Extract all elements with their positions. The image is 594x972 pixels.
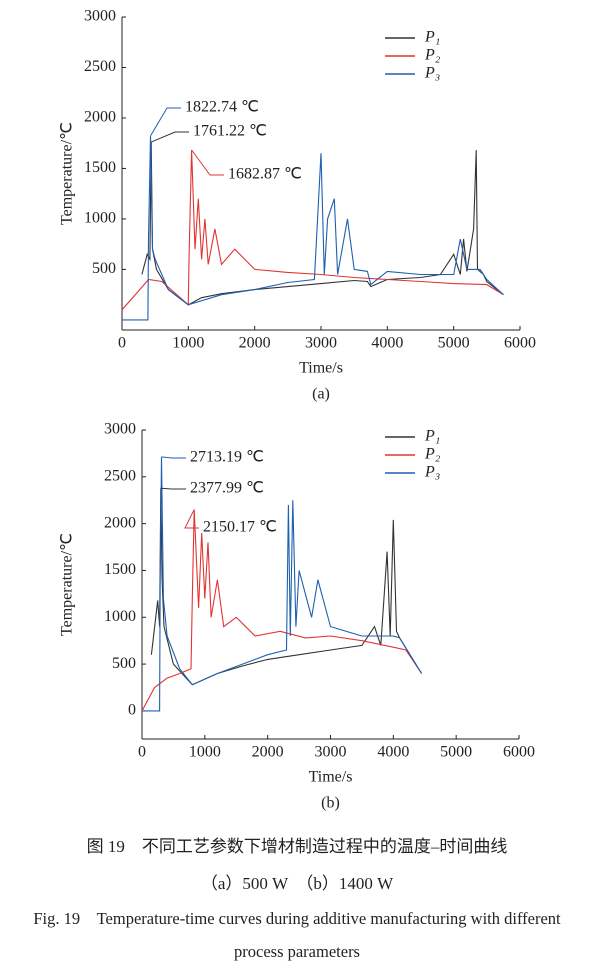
panel-label: (a) <box>312 386 330 403</box>
y-axis-label: Temperature/℃ <box>59 122 76 225</box>
x-tick-label: 3000 <box>305 335 337 352</box>
annotation-leader <box>161 456 186 459</box>
y-tick-label: 1000 <box>104 608 136 625</box>
series-line <box>142 456 423 712</box>
annotation-leader <box>160 487 186 490</box>
y-tick-label: 500 <box>112 655 136 672</box>
y-tick-label: 1000 <box>84 210 116 227</box>
annotation: 2713.19 ℃ <box>190 449 264 466</box>
x-tick-label: 2000 <box>252 744 284 761</box>
series-line <box>150 488 423 686</box>
annotation-leader <box>150 107 181 137</box>
series-line <box>121 149 504 311</box>
x-tick-label: 5000 <box>438 335 470 352</box>
x-tick-label: 4000 <box>371 335 403 352</box>
x-tick-label: 5000 <box>440 744 472 761</box>
y-axis-label: Temperature/℃ <box>59 533 76 636</box>
x-tick-label: 0 <box>138 744 146 761</box>
x-axis-label: Time/s <box>309 769 353 786</box>
annotation: 1761.22 ℃ <box>193 123 267 140</box>
annotation: 2377.99 ℃ <box>190 480 264 497</box>
y-tick-label: 2500 <box>84 58 116 75</box>
y-tick-label: 0 <box>128 702 136 719</box>
legend-label: P₁ <box>424 29 440 46</box>
y-tick-label: 2000 <box>84 109 116 126</box>
y-tick-label: 500 <box>92 260 116 277</box>
panel-label: (b) <box>321 795 340 812</box>
series-line <box>141 142 504 306</box>
subcaption: （a）500 W （b）1400 W <box>200 874 394 893</box>
y-tick-label: 3000 <box>104 421 136 438</box>
y-tick-label: 3000 <box>84 8 116 25</box>
annotation: 2150.17 ℃ <box>203 519 277 536</box>
annotation: 1682.87 ℃ <box>228 166 302 183</box>
y-tick-label: 2500 <box>104 467 136 484</box>
annotation-leader <box>150 131 189 143</box>
x-tick-label: 3000 <box>315 744 347 761</box>
x-tick-label: 0 <box>118 335 126 352</box>
x-tick-label: 2000 <box>239 335 271 352</box>
x-axis-label: Time/s <box>299 360 343 377</box>
y-tick-label: 1500 <box>84 159 116 176</box>
x-tick-label: 4000 <box>377 744 409 761</box>
annotation-leader <box>184 509 199 529</box>
annotation: 1822.74 ℃ <box>185 99 259 116</box>
legend-label: P₂ <box>424 47 441 64</box>
x-tick-label: 1000 <box>172 335 204 352</box>
legend-label: P₁ <box>424 428 440 445</box>
caption-en: Fig. 19 Temperature-time curves during a… <box>33 909 561 961</box>
legend-label: P₃ <box>424 464 440 481</box>
y-tick-label: 1500 <box>104 561 136 578</box>
y-tick-label: 2000 <box>104 514 136 531</box>
series-line <box>141 509 423 712</box>
caption-cn: 图 19 不同工艺参数下增材制造过程中的温度–时间曲线 <box>86 837 508 856</box>
series-line <box>122 135 504 321</box>
annotation-leader <box>191 149 224 176</box>
legend-label: P₂ <box>424 446 441 463</box>
x-tick-label: 6000 <box>503 744 535 761</box>
legend-label: P₃ <box>424 65 440 82</box>
figure: 500 1000 1500 2000 2500 3000 0 1000 2000 3000 4000… <box>59 8 536 812</box>
x-tick-label: 6000 <box>504 335 536 352</box>
x-tick-label: 1000 <box>189 744 221 761</box>
